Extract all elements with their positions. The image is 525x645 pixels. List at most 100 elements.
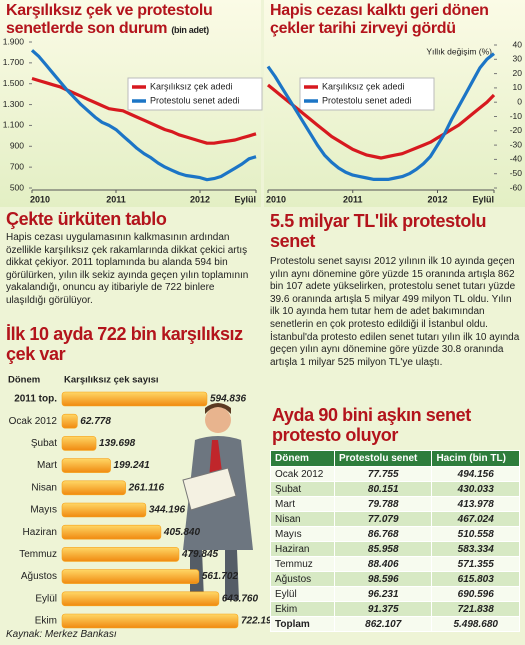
value-label: 561.702 [202,571,239,582]
article-body: Hapis cezası uygulamasının kalkmasının a… [6,232,249,306]
value-label: 139.698 [99,438,136,449]
y-tick-label: 30 [513,54,523,64]
x-tick-label: 2010 [30,194,50,204]
table-cell: 85.958 [333,541,433,557]
table-cell: 571.355 [431,556,520,572]
value-label: 405.840 [163,527,201,538]
x-tick-label: Eylül [234,194,256,204]
category-label: Temmuz [19,549,57,560]
category-label: Şubat [31,438,57,449]
y-tick-label: 900 [10,141,24,151]
value-label: 643.760 [222,593,259,604]
value-label: 479.845 [181,549,219,560]
table-cell: 91.375 [333,601,433,617]
y-tick-label: -60 [510,182,523,192]
value-label: 62.778 [80,416,111,427]
x-tick-label: 2012 [190,194,210,204]
unit: Yıllık değişim (%) [426,46,492,56]
table-cell: 5.498.680 [431,616,520,632]
column-header: Dönem [8,375,40,386]
table-cell: 98.596 [333,571,433,587]
x-tick-label: 2011 [106,194,126,204]
table-cell: Şubat [270,481,335,497]
x-tick-label: 2011 [343,194,363,204]
y-tick-label: -40 [510,154,523,164]
table-row: Ağustos 98.596 615.803 [270,571,520,587]
table-cell: 690.596 [431,586,520,602]
bar [61,591,220,607]
table-cell: 413.978 [431,496,520,512]
table-row: Ocak 2012 77.755 494.156 [270,466,520,482]
legend-label: Karşılıksız çek adedi [322,81,405,91]
y-tick-label: 10 [513,82,523,92]
bar [61,391,208,407]
table-cell: 467.024 [431,511,520,527]
value-label: 199.241 [114,460,151,471]
table-cell: Ağustos [270,571,335,587]
chart-title: İlk 10 ayda 722 bin karşılıksız çek var [6,324,243,364]
y-tick-label: -30 [510,139,523,149]
table-cell: Temmuz [270,556,335,572]
table-row: Şubat 80.151 430.033 [270,481,520,497]
table-cell: 77.079 [333,511,433,527]
y-tick-label: 1.700 [3,57,25,67]
table-cell: 79.788 [333,496,433,512]
table-cell: Ocak 2012 [270,466,335,482]
x-tick-label: Eylül [472,194,494,204]
y-tick-label: 1.900 [3,36,25,46]
category-label: Ocak 2012 [9,416,58,427]
y-tick-label: 20 [513,68,523,78]
chart-title: Karşılıksız çek ve protestolu senetlerde… [6,2,256,39]
table-cell: 721.838 [431,601,520,617]
y-tick-label: 40 [513,39,523,49]
table-cell: 510.558 [431,526,520,542]
legend-label: Protestolu senet adedi [150,95,240,105]
source: Kaynak: Merkez Bankası [6,629,117,640]
y-tick-label: 700 [10,161,24,171]
table-cell: 96.231 [333,586,433,602]
bar [61,502,147,518]
table-row: Temmuz 88.406 571.355 [270,556,520,572]
table: Dönem Protestolu senet Hacim (bin TL) Ocak … [270,450,520,632]
bar [61,613,239,629]
bar [61,547,180,562]
table-row: Nisan 77.079 467.024 [270,511,520,527]
line-series [266,52,496,181]
table-row: Ekim 91.375 721.838 [270,601,520,617]
legend-label: Karşılıksız çek adedi [150,81,233,91]
category-label: Mayıs [30,505,57,516]
table-cell: 615.803 [431,571,520,587]
table-cell: 77.755 [333,466,433,482]
table-cell: 430.033 [431,481,520,497]
line-series [30,49,257,182]
table-cell: Nisan [270,511,335,527]
x-tick-label: 2012 [427,194,447,204]
column-header: Protestolu senet [333,450,433,467]
legend [127,77,263,111]
table-row: Mayıs 86.768 510.558 [270,526,520,542]
bar [61,458,111,473]
article-title: 5.5 milyar TL'lik protestolu senet [270,211,487,251]
table-cell: 494.156 [431,466,520,482]
y-tick-label: 0 [517,96,522,106]
table-cell: Toplam [270,616,335,632]
table-row: Haziran 85.958 583.334 [270,541,520,557]
category-label: Eylül [35,593,57,604]
table-cell: Eylül [270,586,335,602]
table-header-row: Dönem Protestolu senet Hacim (bin TL) [270,450,520,467]
y-tick-label: -10 [510,111,523,121]
table-cell: 80.151 [333,481,433,497]
y-tick-label: 1.500 [3,78,25,88]
category-label: 2011 top. [14,394,57,405]
table-row: Mart 79.788 413.978 [270,496,520,512]
article-title: Çekte ürküten tablo [6,209,167,229]
legend [299,77,435,111]
category-label: Haziran [23,527,57,538]
y-tick-label: 500 [10,182,24,192]
table-cell: Mayıs [270,526,335,542]
unit: (bin adet) [171,25,209,35]
legend-label: Protestolu senet adedi [322,95,412,105]
table-cell: 88.406 [333,556,433,572]
